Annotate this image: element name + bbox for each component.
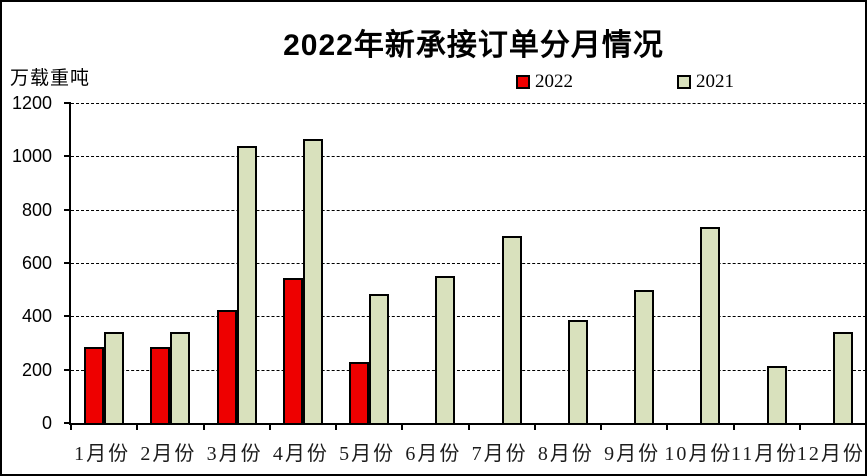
bar-2022-4月份 xyxy=(282,277,303,423)
chart-title: 2022年新承接订单分月情况 xyxy=(283,29,664,62)
bar-2021-2月份 xyxy=(170,332,191,423)
x-label-2月份: 2月份 xyxy=(140,443,197,465)
legend-item-2022: 2022 xyxy=(516,72,573,91)
x-label-10月份: 10月份 xyxy=(664,443,733,465)
bar-2021-5月份 xyxy=(369,293,390,423)
y-tick-label-600: 600 xyxy=(21,253,52,273)
x-axis-category-labels: 1月份 2月份 3月份 4月份 5月份 6月份 7月份 8月份 9月份 10月份 11月份 12月份 xyxy=(69,441,864,469)
gridline-800 xyxy=(71,209,865,211)
legend-item-2021: 2021 xyxy=(677,72,734,91)
bar-2021-9月份 xyxy=(634,289,655,423)
x-tick-7 xyxy=(533,425,536,430)
x-label-3月份: 3月份 xyxy=(206,443,263,465)
legend-label-2022: 2022 xyxy=(535,71,573,92)
x-tick-4 xyxy=(335,425,337,430)
x-label-8月份: 8月份 xyxy=(537,443,594,465)
bar-2021-10月份 xyxy=(700,227,721,423)
bar-2022-3月份 xyxy=(216,309,237,423)
gridline-200 xyxy=(71,369,865,371)
x-tick-3 xyxy=(268,425,271,430)
bar-2021-3月份 xyxy=(236,145,257,423)
x-tick-0 xyxy=(70,425,72,430)
gridline-1200 xyxy=(71,103,865,104)
x-label-6月份: 6月份 xyxy=(405,443,462,465)
legend-swatch-2021 xyxy=(677,74,691,89)
y-tick-600 xyxy=(64,262,71,264)
y-axis-unit-label: 万载重吨 xyxy=(10,68,91,89)
bar-2022-1月份 xyxy=(84,347,105,423)
x-label-1月份: 1月份 xyxy=(74,443,131,465)
y-tick-400 xyxy=(64,315,71,318)
bar-2021-4月份 xyxy=(302,139,323,423)
x-label-4月份: 4月份 xyxy=(272,443,329,465)
bar-2021-1月份 xyxy=(104,332,125,423)
x-tick-8 xyxy=(600,425,602,430)
y-tick-1200 xyxy=(64,102,71,104)
y-axis-tick-labels: 0 200 400 600 800 1000 1200 xyxy=(2,93,52,433)
bar-2021-12月份 xyxy=(832,332,853,423)
plot-area xyxy=(64,102,865,430)
bar-2021-6月份 xyxy=(435,276,456,423)
y-tick-800 xyxy=(64,208,71,211)
y-tick-0 xyxy=(64,422,71,424)
x-label-9月份: 9月份 xyxy=(604,443,661,465)
gridline-600 xyxy=(71,263,865,264)
x-tick-11 xyxy=(798,425,801,430)
y-tick-label-800: 800 xyxy=(21,199,52,220)
y-tick-label-1000: 1000 xyxy=(11,146,52,167)
bar-2021-11月份 xyxy=(766,365,787,423)
bar-2021-7月份 xyxy=(501,236,522,423)
x-tick-2 xyxy=(202,425,205,430)
x-tick-5 xyxy=(401,425,404,430)
gridline-400 xyxy=(71,316,865,318)
legend-swatch-2022 xyxy=(516,74,530,89)
x-tick-6 xyxy=(467,425,470,430)
gridline-1000 xyxy=(71,156,865,158)
legend: 2022 2021 xyxy=(516,72,734,91)
x-tick-10 xyxy=(732,425,735,430)
x-label-7月份: 7月份 xyxy=(471,443,528,465)
y-tick-label-400: 400 xyxy=(21,306,52,327)
y-tick-1000 xyxy=(64,155,71,158)
x-label-12月份: 12月份 xyxy=(796,443,865,465)
bar-2021-8月份 xyxy=(567,320,588,423)
y-tick-200 xyxy=(64,368,71,371)
y-tick-label-200: 200 xyxy=(21,359,52,380)
x-tick-9 xyxy=(666,425,669,430)
legend-label-2021: 2021 xyxy=(696,71,734,92)
x-label-11月份: 11月份 xyxy=(730,443,799,465)
bar-2022-5月份 xyxy=(349,361,370,423)
y-tick-label-1200: 1200 xyxy=(11,93,52,113)
x-tick-1 xyxy=(136,425,139,430)
y-tick-label-0: 0 xyxy=(41,413,52,433)
x-label-5月份: 5月份 xyxy=(339,443,396,465)
bar-2022-2月份 xyxy=(150,347,171,423)
